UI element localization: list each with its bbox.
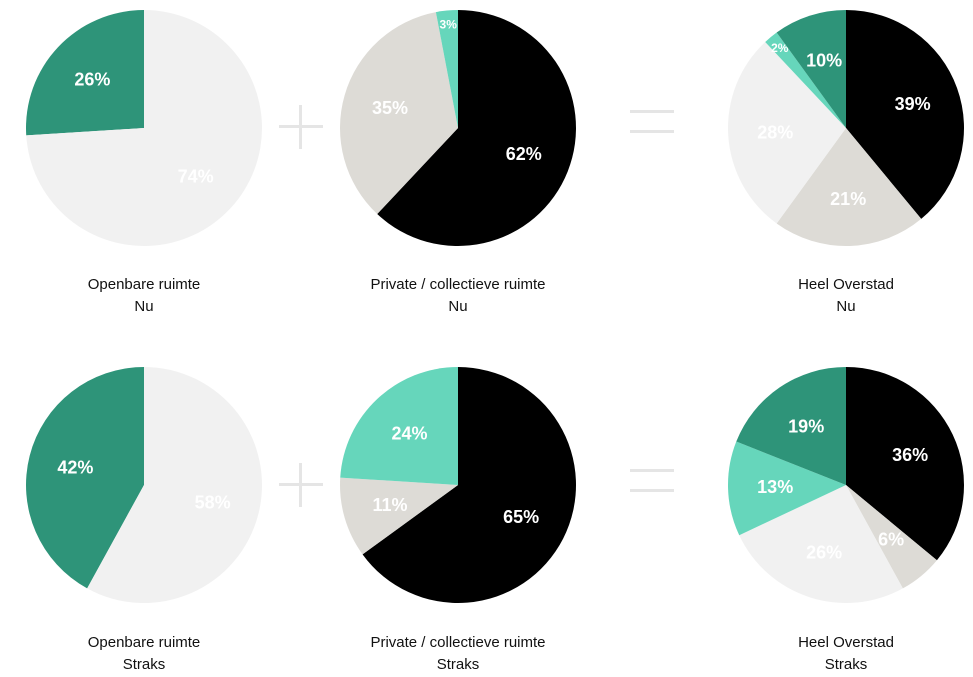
pie-slice [87, 367, 263, 603]
pie-slice [846, 10, 965, 219]
pie-slice [377, 10, 576, 247]
pie-slice-label: 65% [503, 507, 539, 527]
caption-title: Heel Overstad [798, 276, 894, 293]
pie-slice-label: 13% [757, 477, 793, 497]
pie-slice [765, 32, 846, 128]
pie-openbare-nu: 26% 74% [25, 10, 262, 246]
pie-slice [739, 485, 903, 603]
caption-period: Straks [436, 656, 480, 673]
caption-period: Nu [836, 298, 856, 315]
pie-slice [728, 441, 846, 536]
pie-slice [776, 128, 922, 246]
pie-slice-label: 28% [757, 122, 793, 142]
caption-overstad-nu: Heel Overstad Nu [706, 274, 973, 318]
caption-period: Nu [134, 298, 154, 315]
pie-overstad-nu: 39% 21% 28% 2% 10% [727, 10, 965, 246]
caption-private-nu: Private / collectieve ruimte Nu [318, 274, 598, 318]
caption-title: Openbare ruimte [87, 276, 201, 293]
caption-private-straks: Private / collectieve ruimte Straks [318, 632, 598, 676]
pie-slice [776, 10, 846, 128]
pie-slice-label: 36% [892, 445, 928, 465]
pie-private-straks: 65% 11% 24% [339, 367, 577, 603]
caption-title: Private / collectieve ruimte [370, 634, 546, 651]
pie-slice-label: 3% [440, 18, 458, 32]
pie-slice-label: 74% [178, 167, 214, 187]
pie-slice-label: 11% [372, 495, 407, 515]
pie-slice-label: 62% [506, 144, 542, 164]
pie-slice [340, 367, 458, 485]
pie-overstad-straks: 36% 6% 26% 13% 19% [728, 367, 965, 603]
caption-period: Nu [448, 298, 468, 315]
pie-slice [362, 367, 577, 603]
pie-slice-label: 35% [372, 98, 408, 118]
pie-private-nu: 62% 35% 3% [339, 10, 576, 247]
pie-slice [727, 41, 846, 224]
pie-slice-label: 6% [878, 530, 904, 550]
pie-slice [25, 10, 145, 136]
pie-slice [339, 477, 458, 555]
pie-slice-label: 39% [895, 94, 931, 114]
caption-title: Private / collectieve ruimte [370, 276, 546, 293]
equals-operator-top [630, 110, 674, 134]
plus-operator-top [279, 105, 323, 149]
pie-slice-label: 2% [771, 41, 789, 55]
caption-title: Openbare ruimte [87, 634, 201, 651]
caption-title: Heel Overstad [798, 634, 894, 651]
pie-slice [846, 367, 965, 561]
caption-openbare-nu: Openbare ruimte Nu [4, 274, 284, 318]
caption-overstad-straks: Heel Overstad Straks [706, 632, 973, 676]
pie-slice-label: 21% [830, 189, 866, 209]
pie-slice-label: 10% [806, 51, 842, 71]
pie-slice [736, 367, 846, 485]
pie-slice-label: 42% [57, 457, 93, 477]
caption-period: Straks [122, 656, 166, 673]
pie-slice-label: 19% [788, 416, 824, 436]
pie-slice [339, 12, 458, 215]
pie-slice [26, 367, 145, 589]
pie-slice-label: 26% [806, 542, 842, 562]
pie-openbare-straks: 42% 58% [26, 367, 263, 603]
pie-slice [26, 10, 262, 246]
caption-period: Straks [824, 656, 868, 673]
pie-slice [435, 10, 458, 128]
equals-operator-bottom [630, 469, 674, 493]
pie-slice-label: 26% [74, 70, 110, 90]
pie-slice [846, 485, 937, 589]
pie-slice-label: 58% [195, 493, 231, 513]
plus-operator-bottom [279, 463, 323, 507]
caption-openbare-straks: Openbare ruimte Straks [4, 632, 284, 676]
pie-slice-label: 24% [391, 423, 427, 443]
